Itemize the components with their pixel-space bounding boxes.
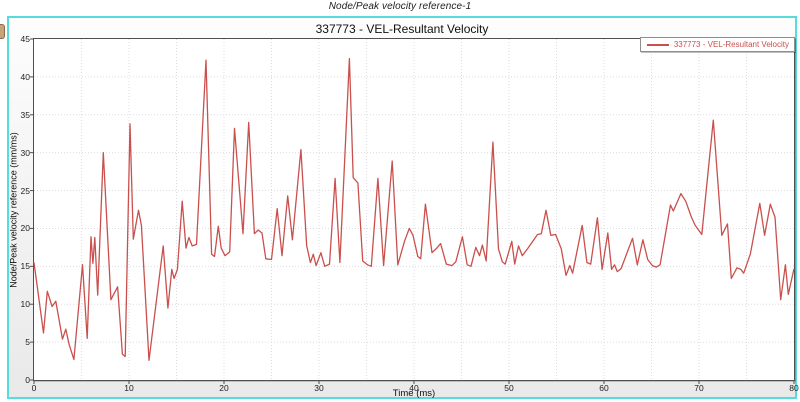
x-tick-label: 0 bbox=[31, 383, 37, 393]
y-tick-label: 15 bbox=[20, 261, 30, 272]
y-tick-label: 5 bbox=[25, 337, 30, 348]
y-tick-label: 20 bbox=[20, 223, 30, 234]
x-tick-label: 70 bbox=[694, 383, 704, 393]
x-tick-label: 60 bbox=[599, 383, 609, 393]
y-tick-label: 40 bbox=[20, 71, 30, 82]
plot-canvas bbox=[30, 38, 795, 384]
y-tick-label: 30 bbox=[20, 147, 30, 158]
window-title: Node/Peak velocity reference-1 bbox=[328, 1, 472, 12]
x-tick-label: 50 bbox=[504, 383, 514, 393]
x-tick-label: 10 bbox=[124, 383, 134, 393]
chart-title: 337773 - VEL-Resultant Velocity bbox=[315, 22, 489, 36]
y-tick-label: 45 bbox=[20, 34, 30, 44]
series-line bbox=[33, 58, 795, 361]
y-tick-label: 10 bbox=[20, 299, 30, 310]
y-tick-label: 0 bbox=[25, 375, 30, 385]
legend-label: 337773 - VEL-Resultant Velocity bbox=[673, 40, 789, 49]
plot-area[interactable]: 0 10 20 30 40 50 60 70 80 0 5 10 15 20 25 30 35 40 45 Tim… bbox=[9, 34, 799, 399]
y-axis-title: Node/Peak velocity reference (mm/ms) bbox=[8, 132, 19, 288]
y-tick-label: 35 bbox=[20, 109, 30, 120]
x-tick-label: 30 bbox=[314, 383, 324, 393]
x-tick-label: 20 bbox=[219, 383, 229, 393]
chart-panel: 337773 - VEL-Resultant Velocity 0 10 20 30 4… bbox=[7, 16, 799, 399]
legend[interactable]: 337773 - VEL-Resultant Velocity bbox=[639, 37, 795, 52]
x-tick-label: 40 bbox=[409, 383, 419, 393]
legend-line-icon bbox=[646, 43, 669, 46]
screen-edge-artifact bbox=[0, 24, 5, 39]
x-axis-title: Time (ms) bbox=[392, 388, 436, 399]
x-tick-label: 80 bbox=[789, 383, 799, 393]
y-tick-label: 25 bbox=[20, 185, 30, 196]
